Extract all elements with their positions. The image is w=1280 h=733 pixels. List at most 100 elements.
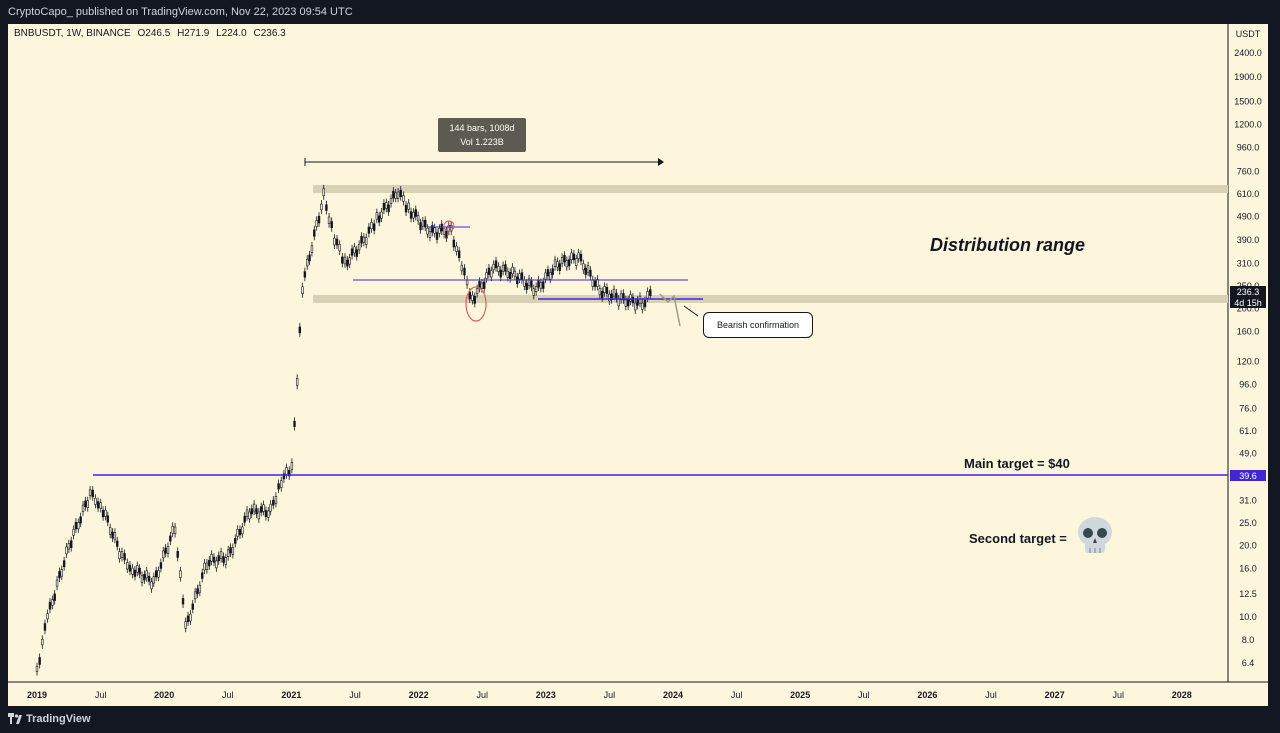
candle-body	[565, 260, 569, 268]
candle-body	[150, 581, 153, 590]
price-tick-label: 96.0	[1239, 379, 1257, 389]
candle-body	[449, 225, 453, 232]
candle-body	[586, 265, 590, 273]
candle-body	[138, 567, 141, 575]
time-tick-label: 2027	[1045, 690, 1065, 700]
chart-frame[interactable]: BNBUSDT, 1W, BINANCE O246.5 H271.9 L224.…	[8, 24, 1268, 706]
candle-body	[394, 192, 397, 199]
candle-body	[191, 603, 194, 610]
footer-bar: TradingView	[0, 706, 1280, 733]
price-chart[interactable]: USDT 6.48.010.012.516.020.025.031.049.06…	[8, 24, 1268, 706]
candle-body	[560, 257, 564, 264]
candle-body	[118, 551, 121, 560]
candle-body	[217, 555, 220, 562]
candle-body	[81, 504, 85, 512]
candle-body	[553, 259, 557, 268]
candle-body	[414, 209, 417, 217]
price-tick-label: 960.0	[1237, 142, 1260, 152]
candle-body	[402, 195, 405, 202]
candle-body	[234, 538, 237, 544]
range-top-zone	[313, 185, 1228, 193]
price-tick-label: 1200.0	[1234, 119, 1262, 129]
candle-body	[387, 204, 390, 213]
candle-body	[53, 593, 56, 601]
price-tick-label: 16.0	[1239, 564, 1257, 574]
countdown-badge: 4d 15h	[1234, 298, 1262, 308]
candle-body	[579, 253, 583, 262]
candle-body	[252, 503, 256, 512]
candle-body	[355, 249, 358, 257]
candle-body	[617, 298, 620, 307]
candle-body	[485, 272, 488, 279]
candle-body	[421, 220, 425, 227]
price-axis-ticks: 6.4 8.0 10.0 12.5 16.0 20.0 25.0 31.0 49.0 61.0 76…	[1234, 48, 1262, 668]
candle-body	[483, 281, 486, 289]
candle-body	[333, 237, 336, 246]
time-tick-label: 2021	[281, 690, 301, 700]
candle-body	[171, 525, 174, 534]
candle-body	[346, 259, 349, 267]
candle-body	[293, 420, 296, 427]
price-tick-label: 76.0	[1239, 403, 1257, 413]
candle-body	[556, 261, 559, 268]
symbol-name: BNBUSDT, 1W, BINANCE	[14, 28, 131, 39]
candle-body	[612, 288, 616, 297]
candle-body	[38, 657, 41, 665]
candle-body	[626, 299, 630, 307]
time-tick-label: Jul	[222, 690, 234, 700]
candle-body	[248, 511, 251, 520]
price-tick-label: 490.0	[1237, 212, 1260, 222]
time-tick-label: Jul	[731, 690, 743, 700]
candle-body	[140, 575, 144, 583]
candle-body	[320, 203, 323, 211]
price-tick-label: 310.0	[1237, 259, 1260, 269]
candle-body	[380, 211, 383, 219]
price-tick-label: 2400.0	[1234, 48, 1262, 58]
candle-body	[91, 489, 94, 498]
candle-body	[350, 248, 354, 256]
price-tick-label: 6.4	[1242, 658, 1255, 668]
candle-body	[205, 562, 209, 571]
candle-body	[179, 570, 182, 578]
candle-body	[229, 547, 232, 554]
candle-body	[399, 189, 402, 198]
candle-body	[116, 540, 119, 547]
candle-body	[96, 501, 100, 509]
time-tick-label: 2020	[154, 690, 174, 700]
candle-body	[416, 215, 420, 222]
candle-body	[367, 226, 371, 234]
candle-body	[166, 546, 170, 554]
candle-body	[219, 551, 223, 559]
callout-pointer	[683, 305, 699, 317]
candle-body	[523, 279, 526, 287]
candle-body	[468, 291, 471, 300]
candle-body	[365, 237, 368, 245]
candle-body	[490, 270, 493, 278]
candle-body	[534, 286, 538, 293]
candle-body	[94, 498, 97, 505]
candle-body	[392, 190, 395, 199]
candle-body	[643, 300, 647, 308]
candle-body	[563, 254, 566, 263]
candle-body	[370, 222, 373, 230]
candle-body	[649, 289, 652, 296]
candle-body	[631, 296, 635, 304]
tradingview-logo-icon	[8, 713, 22, 724]
candle-body	[348, 257, 351, 265]
candle-body	[51, 599, 54, 606]
candle-body	[471, 294, 474, 301]
candle-body	[126, 562, 129, 570]
candle-body	[532, 288, 535, 296]
price-tick-label: 31.0	[1239, 496, 1257, 506]
candle-body	[598, 288, 602, 295]
price-tick-label: 10.0	[1239, 612, 1257, 622]
candle-body	[257, 511, 261, 520]
candle-body	[433, 227, 436, 234]
target-badge: 39.6	[1239, 471, 1257, 481]
candle-body	[646, 291, 649, 299]
candle-body	[473, 296, 476, 304]
candle-body	[238, 529, 242, 536]
candle-body	[272, 499, 275, 506]
candle-body	[504, 264, 507, 272]
candle-body	[285, 467, 288, 475]
